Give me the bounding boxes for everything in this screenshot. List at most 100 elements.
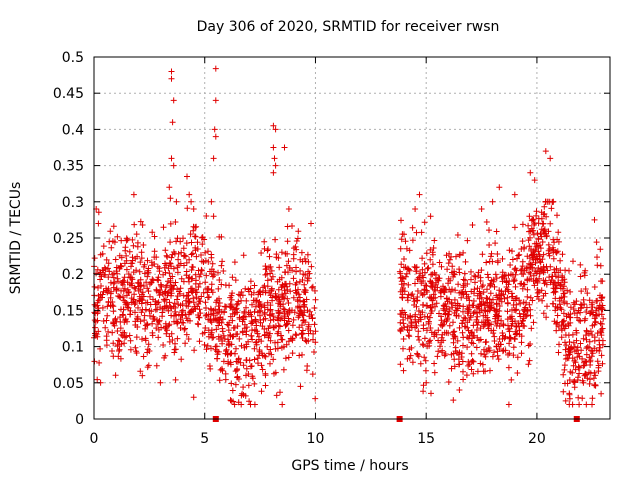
data-point: [180, 253, 187, 260]
data-point: [181, 262, 187, 269]
data-point: [504, 294, 511, 301]
data-point: [168, 155, 175, 162]
data-point: [573, 327, 580, 334]
data-point: [116, 338, 123, 345]
data-point: [444, 295, 450, 302]
data-point: [480, 289, 487, 296]
data-point: [593, 239, 600, 246]
data-point: [276, 264, 283, 271]
data-point: [193, 294, 200, 301]
data-point: [138, 249, 145, 256]
data-point: [576, 401, 583, 408]
data-point: [253, 297, 260, 304]
y-axis-label: SRMTID / TECUs: [8, 182, 24, 295]
data-point: [578, 302, 585, 309]
data-point: [476, 309, 483, 316]
data-point: [449, 331, 456, 338]
data-point: [266, 253, 273, 260]
data-point: [450, 339, 457, 346]
data-point: [459, 290, 466, 297]
data-point: [216, 295, 222, 302]
data-point: [162, 320, 169, 327]
data-point: [486, 347, 493, 354]
data-point: [143, 306, 149, 313]
data-point: [128, 274, 135, 281]
data-point: [488, 321, 495, 328]
data-point: [212, 133, 219, 140]
data-point: [232, 381, 239, 388]
data-point: [537, 242, 543, 249]
data-point: [460, 342, 466, 349]
data-point: [524, 277, 531, 284]
data-point: [527, 312, 534, 319]
data-point: [523, 299, 530, 306]
data-point: [201, 236, 208, 243]
data-point: [110, 303, 117, 310]
data-point: [481, 346, 487, 353]
data-point: [305, 337, 312, 344]
data-point: [174, 296, 180, 303]
data-point: [243, 304, 249, 311]
data-point: [406, 346, 413, 353]
data-point: [418, 229, 425, 236]
data-point: [536, 288, 543, 295]
data-point: [292, 331, 299, 338]
data-point: [304, 307, 311, 314]
data-point: [518, 280, 525, 287]
data-point: [149, 229, 156, 236]
data-point: [215, 269, 221, 276]
data-point: [499, 330, 506, 336]
data-point: [272, 339, 278, 346]
data-point: [259, 352, 266, 359]
data-point: [420, 342, 427, 349]
data-point: [439, 322, 446, 329]
data-point: [561, 290, 568, 297]
data-point: [505, 288, 512, 295]
data-point: [464, 310, 471, 317]
data-point: [169, 119, 176, 126]
data-point: [223, 303, 230, 310]
data-point: [487, 290, 494, 297]
data-point: [536, 253, 543, 260]
data-point: [534, 293, 541, 300]
data-point: [498, 298, 505, 305]
data-point: [215, 303, 222, 310]
data-point: [142, 299, 149, 306]
data-point: [215, 333, 222, 340]
data-point: [118, 280, 125, 286]
data-point: [311, 305, 318, 311]
data-point: [403, 270, 410, 277]
data-point: [105, 274, 112, 281]
data-point: [98, 283, 104, 289]
data-point: [561, 279, 568, 286]
data-point: [267, 317, 274, 324]
data-point: [562, 332, 569, 338]
data-point: [569, 331, 576, 338]
data-point: [180, 292, 187, 299]
data-point: [123, 237, 130, 244]
axis-ticks: 0 0.05 0.1 0.15 0.2 0.25 0.3 0.35 0.4 0.45 0.5 0 5 10…: [53, 50, 610, 447]
data-point: [400, 345, 406, 352]
data-point: [123, 266, 130, 273]
data-point: [212, 346, 219, 353]
data-point: [160, 342, 167, 348]
data-point: [535, 265, 542, 271]
data-point: [164, 282, 170, 289]
data-point: [140, 353, 147, 360]
data-point: [115, 293, 122, 299]
data-point: [281, 280, 288, 287]
data-point: [282, 355, 289, 362]
data-point: [450, 319, 456, 326]
data-point: [566, 314, 573, 321]
data-point: [524, 307, 530, 314]
data-point: [141, 261, 148, 268]
data-point: [109, 348, 115, 354]
data-point: [281, 144, 288, 151]
data-point: [157, 379, 164, 386]
data-point: [220, 268, 227, 274]
data-point: [577, 261, 584, 268]
x-tick-label: 10: [307, 431, 325, 447]
data-point: [129, 257, 136, 264]
data-point: [597, 246, 604, 253]
data-point: [189, 250, 196, 257]
